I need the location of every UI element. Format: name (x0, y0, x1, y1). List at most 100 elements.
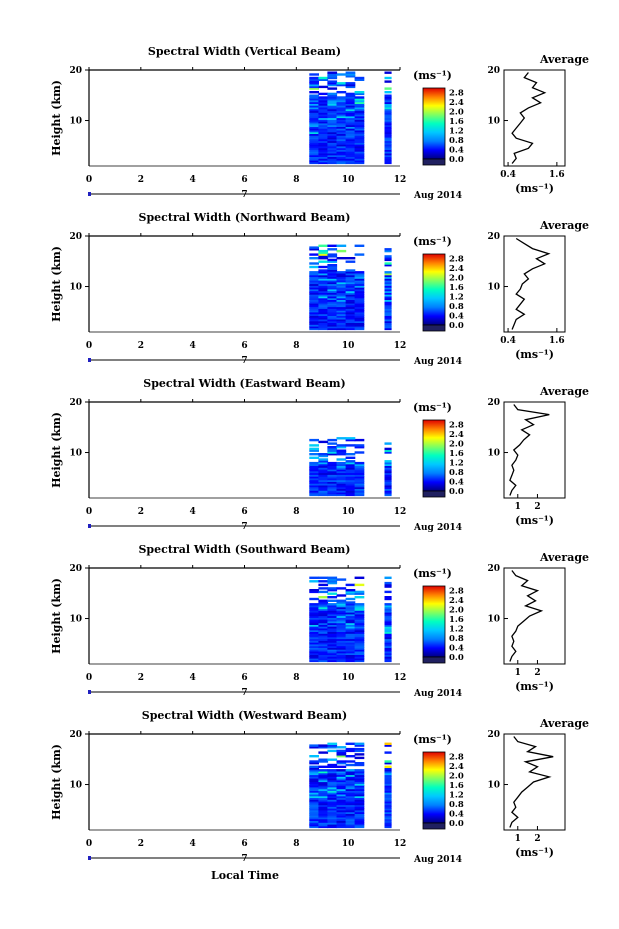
x-tick-label: 0 (86, 341, 92, 351)
heatmap-cell (345, 642, 356, 645)
heatmap-cell (327, 636, 338, 640)
heatmap-cell (327, 770, 338, 774)
heatmap-cell (345, 304, 356, 308)
heatmap-cell (309, 281, 319, 285)
heatmap-cell (336, 749, 347, 753)
x-tick-label: 8 (293, 839, 299, 849)
heatmap-cell (336, 818, 347, 821)
heatmap-cell (384, 255, 392, 258)
heatmap-cell (345, 133, 356, 136)
heatmap-cell (345, 438, 356, 442)
heatmap-cell (318, 792, 329, 795)
colorbar-tick-label: 1.6 (449, 117, 464, 127)
heatmap-cell (318, 479, 329, 482)
heatmap-cell (327, 438, 338, 442)
heatmap-cell (354, 444, 365, 447)
heatmap-cell (309, 613, 319, 617)
heatmap-cell (327, 131, 338, 134)
average-y-tick-label: 10 (487, 781, 500, 791)
heatmap-cell (309, 590, 319, 594)
heatmap-cell (345, 811, 356, 814)
heatmap-cell (327, 267, 338, 270)
heatmap-cell (336, 142, 347, 145)
heatmap-cell (384, 483, 392, 486)
heatmap-cell (327, 449, 338, 452)
heatmap-cell (345, 818, 356, 821)
heatmap-cell (309, 654, 319, 657)
y-tick-label: 20 (69, 232, 82, 242)
heatmap-cell (354, 483, 365, 486)
heatmap-cell (309, 772, 319, 776)
heatmap-cell (327, 465, 338, 468)
heatmap-cell (384, 654, 392, 657)
heatmap-cell (336, 795, 347, 798)
heatmap-cell (318, 274, 329, 278)
heatmap-cell (345, 460, 356, 463)
heatmap-cell (327, 129, 338, 133)
heatmap-cell (309, 138, 319, 142)
heatmap-cell (354, 749, 365, 753)
heatmap-cell (345, 131, 356, 134)
heatmap-cell (318, 634, 329, 638)
heatmap-cell (318, 98, 329, 101)
heatmap-cell (309, 615, 319, 618)
heatmap-cell (327, 83, 338, 87)
heatmap-cell (345, 306, 356, 309)
heatmap-cell (354, 636, 365, 640)
heatmap-cell (318, 797, 329, 800)
heatmap-cell (384, 649, 392, 652)
heatmap-cell (345, 260, 356, 263)
heatmap-cell (384, 301, 392, 304)
heatmap-cell (336, 772, 347, 776)
heatmap-cell (318, 292, 329, 295)
heatmap-cell (327, 154, 338, 157)
heatmap-cell (354, 652, 365, 655)
panel-title: Spectral Width (Westward Beam) (142, 709, 347, 722)
heatmap-cell (309, 638, 319, 641)
average-y-tick-label: 10 (487, 615, 500, 625)
heatmap-cell (354, 136, 365, 140)
heatmap-cell (318, 149, 329, 152)
heatmap-cell (354, 479, 365, 482)
heatmap-cell (354, 320, 365, 323)
heatmap-cell (327, 149, 338, 152)
heatmap-cell (345, 152, 356, 156)
heatmap-cell (354, 809, 365, 813)
heatmap-cell (327, 322, 338, 325)
heatmap-cell (327, 297, 338, 300)
heatmap-cell (327, 140, 338, 143)
heatmap-cell (336, 294, 347, 297)
heatmap-cell (309, 800, 319, 804)
average-x-tick-label: 2 (534, 502, 540, 512)
heatmap-cell (336, 453, 347, 456)
heatmap-cell (318, 122, 329, 126)
heatmap-cell (345, 808, 356, 811)
heatmap-cell (336, 493, 347, 497)
heatmap-cell (384, 652, 392, 655)
heatmap-cell (309, 304, 319, 308)
heatmap-cell (384, 645, 392, 648)
heatmap-cell (336, 451, 347, 454)
heatmap-cell (384, 124, 392, 127)
heatmap-cell (345, 636, 356, 640)
heatmap-cell (309, 262, 319, 265)
heatmap-cells (309, 576, 392, 663)
heatmap-cell (309, 272, 319, 276)
heatmap-cell (309, 631, 319, 634)
heatmap-cell (384, 793, 392, 797)
heatmap-cell (336, 311, 347, 315)
heatmap-cell (318, 822, 329, 825)
heatmap-cell (327, 654, 338, 657)
heatmap-cell (327, 820, 338, 823)
heatmap-cell (354, 486, 365, 489)
heatmap-cell (318, 483, 329, 486)
heatmap-cell (336, 783, 347, 786)
heatmap-cell (318, 129, 329, 133)
heatmap-cell (336, 133, 347, 136)
heatmap-cell (327, 310, 338, 313)
heatmap-cell (336, 290, 347, 293)
heatmap-cell (384, 612, 392, 615)
heatmap-cell (345, 650, 356, 654)
heatmap-cell (318, 315, 329, 318)
average-frame (503, 567, 566, 665)
